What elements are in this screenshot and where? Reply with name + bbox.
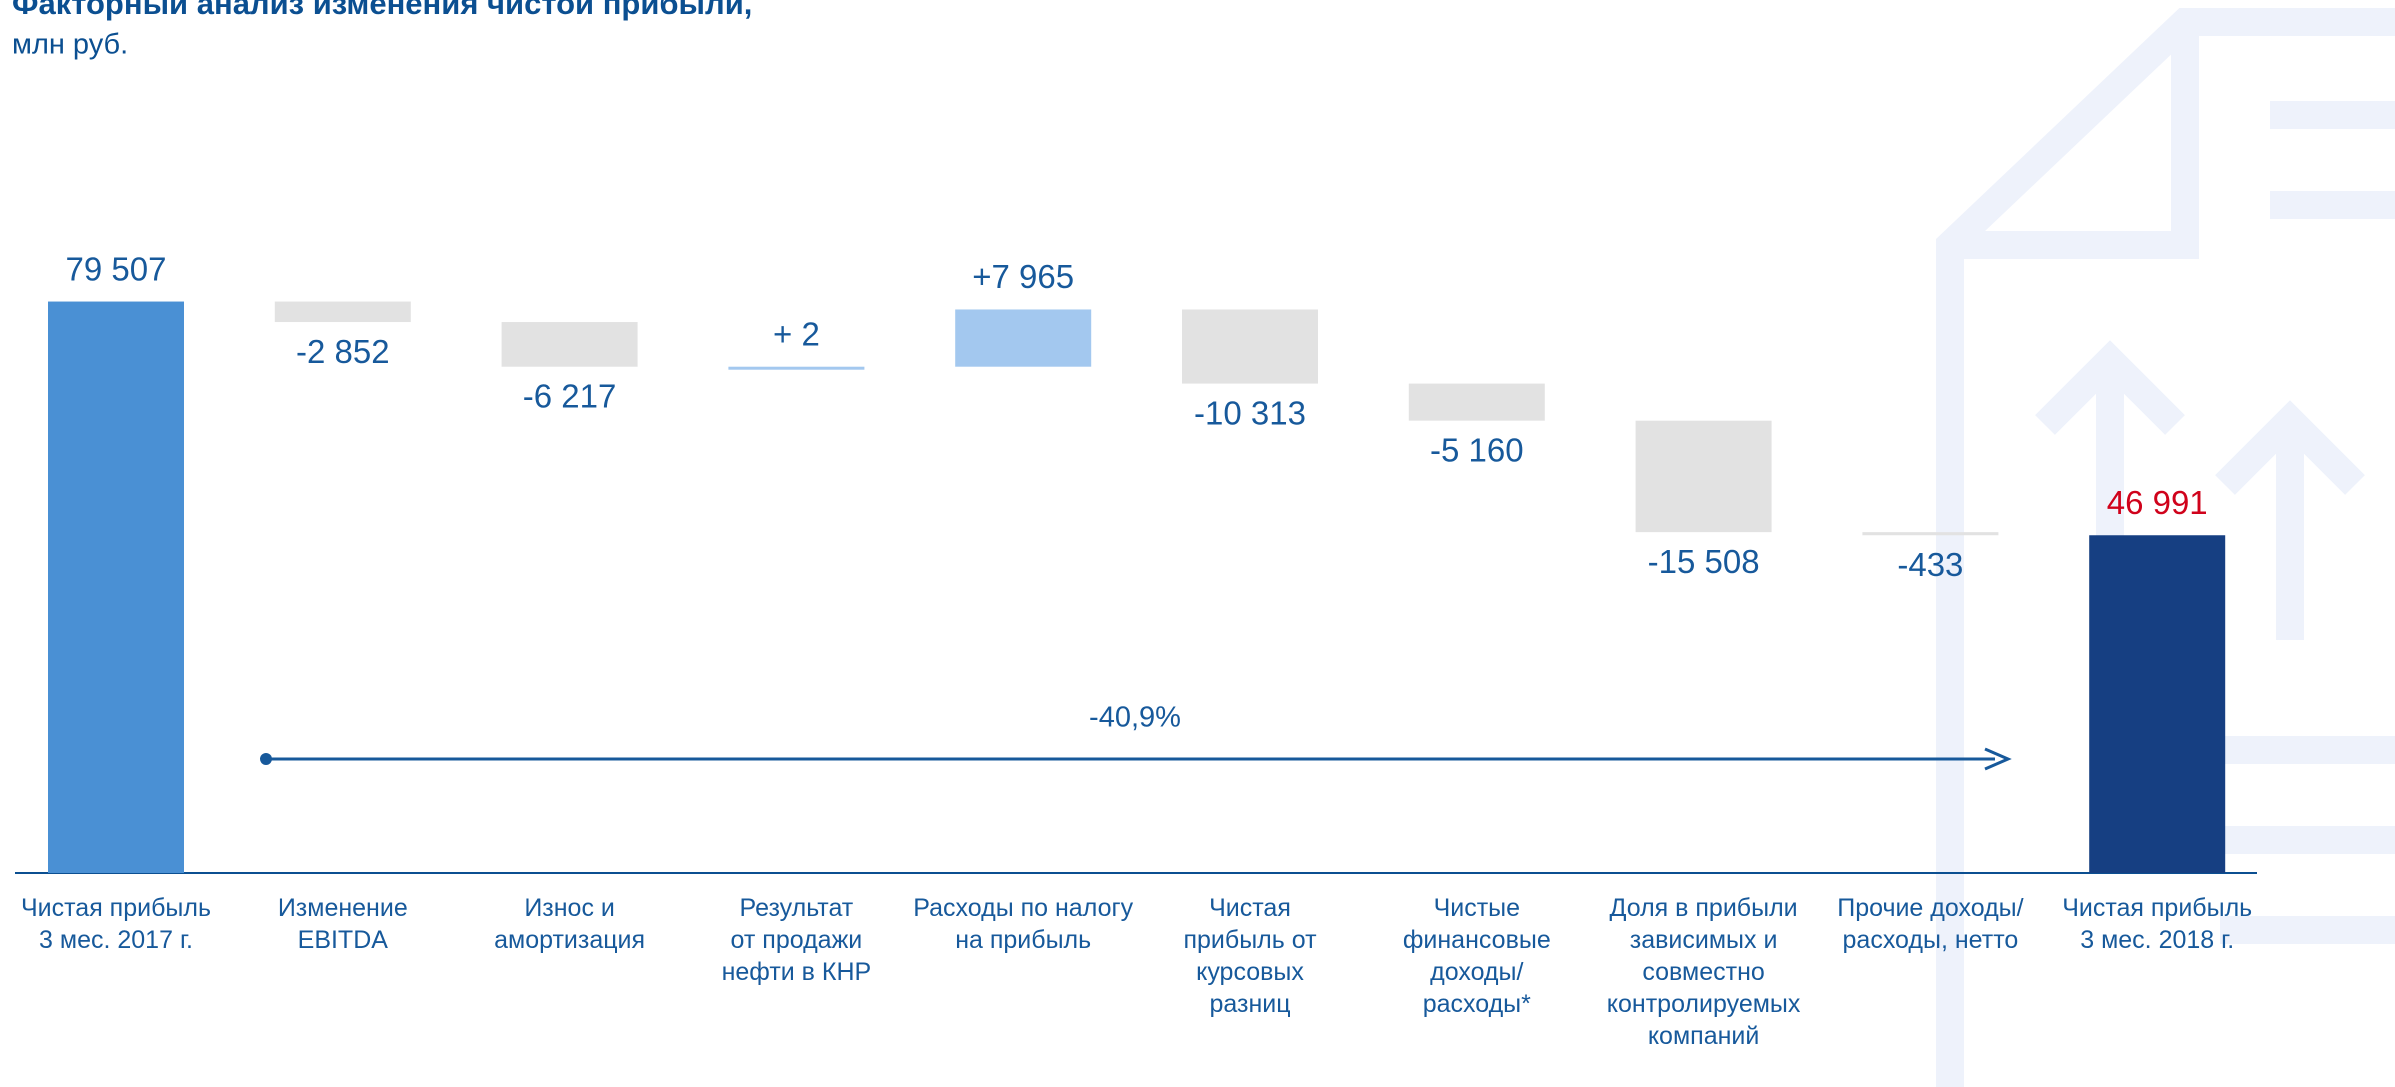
x-tick-label: Доля в прибыли зависимых и совместно контро… [1607,894,1801,1050]
value-label: -15 508 [1648,543,1760,580]
x-tick-label: Расходы по налогу на прибыль [913,894,1133,954]
x-tick-label: Чистая прибыль от курсовых разниц [1183,894,1317,1018]
arrow-head [1984,747,2012,771]
x-tick-label: Чистые финансовые доходы/расходы* [1403,894,1551,1018]
bar [1862,532,1999,536]
value-label: -6 217 [523,377,617,414]
value-label: -433 [1897,546,1963,583]
x-tick-label: Чистая прибыль 3 мес. 2017 г. [21,894,211,954]
annotation: -40,9% [1089,702,1181,734]
x-tick-label: Износ и амортизация [494,894,645,954]
bar [48,301,184,873]
bar [1182,309,1318,384]
value-label: + 2 [773,315,820,352]
bar [501,322,638,367]
bar [728,366,865,370]
chart-subtitle: млн руб. [12,29,128,61]
bar [1635,420,1772,533]
value-label: +7 965 [972,258,1074,295]
x-tick-label: Прочие доходы/расходы, нетто [1837,894,2023,954]
bar [2089,535,2226,873]
value-label: -5 160 [1430,431,1524,468]
value-label: -10 313 [1194,394,1306,431]
bar [1408,383,1545,421]
value-label: -2 852 [296,333,390,370]
x-tick-label: Чистая прибыль 3 мес. 2018 г. [2062,894,2252,954]
bar [955,309,1092,367]
arrow-start [260,753,272,765]
x-tick-label: Результат от продажи нефти в КНР [722,894,872,986]
bar [274,301,411,323]
value-label: 46 991 [2107,484,2208,521]
background-icon [1936,8,2395,1087]
value-label: 79 507 [66,250,167,287]
chart-title: Факторный анализ изменения чистой прибыл… [12,0,752,21]
x-tick-label: Изменение EBITDA [278,894,408,954]
